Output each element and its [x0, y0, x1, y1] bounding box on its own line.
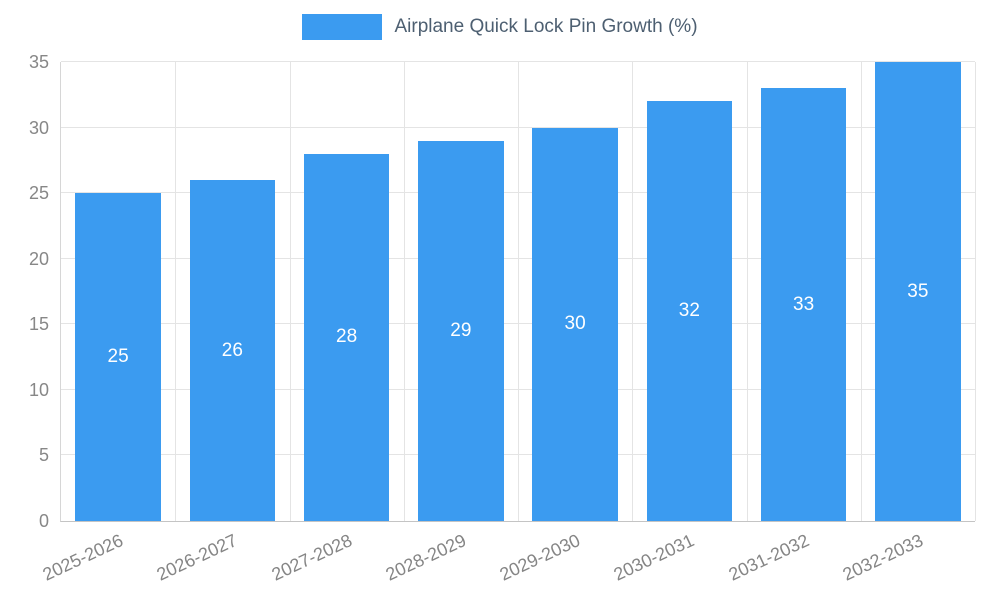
y-tick-label: 5	[38, 445, 49, 466]
x-gridline	[746, 62, 748, 521]
bar[interactable]: 32	[646, 101, 733, 521]
x-tick-label: 2025-2026	[39, 530, 127, 585]
x-tick-label: 2029-2030	[496, 530, 584, 585]
y-tick-label: 30	[28, 117, 49, 138]
x-tick-label: 2027-2028	[268, 530, 355, 585]
bar-slot: 35	[861, 62, 975, 521]
bar-value-label: 28	[336, 326, 358, 348]
bar[interactable]: 33	[760, 88, 847, 521]
bar-value-label: 33	[793, 293, 815, 315]
bar[interactable]: 35	[875, 62, 961, 521]
plot-area: 0 5 10 15 20 25 30 35 25 2025-2026 26 2026-2027 28 20…	[29, 53, 976, 585]
legend-label: Airplane Quick Lock Pin Growth (%)	[394, 16, 698, 37]
x-gridline	[175, 62, 177, 521]
x-gridline	[518, 62, 519, 521]
bar-value-label: 32	[678, 300, 700, 322]
y-tick-label: 10	[28, 379, 49, 400]
x-gridline	[403, 62, 405, 521]
bar-slot: 28	[290, 62, 404, 521]
x-gridline	[289, 62, 291, 521]
x-tick-label: 2028-2029	[382, 530, 469, 585]
bar-slot: 25	[61, 62, 175, 521]
bar[interactable]: 30	[532, 127, 618, 521]
bar-slot: 26	[175, 62, 289, 521]
y-tick-label: 25	[28, 183, 49, 204]
bar-value-label: 26	[221, 339, 243, 361]
x-tick-label: 2030-2031	[610, 530, 698, 585]
y-tick-label: 20	[28, 248, 49, 269]
bar-value-label: 25	[107, 346, 129, 368]
bar[interactable]: 26	[189, 180, 276, 521]
y-tick-label: 35	[28, 52, 49, 72]
bar-slot: 32	[632, 62, 746, 521]
y-tick-label: 0	[38, 511, 49, 531]
x-tick-label: 2031-2032	[725, 530, 812, 585]
x-gridline	[975, 62, 976, 521]
bar[interactable]: 28	[303, 153, 390, 521]
bar-value-label: 35	[907, 280, 929, 302]
bar-value-label: 30	[564, 313, 586, 335]
y-gridline	[61, 61, 975, 62]
bar[interactable]: 25	[75, 193, 161, 521]
legend-swatch	[302, 14, 383, 40]
chart-legend[interactable]: Airplane Quick Lock Pin Growth (%)	[0, 14, 1000, 40]
bar-slot: 29	[404, 62, 518, 521]
y-tick-label: 15	[28, 314, 49, 335]
bar[interactable]: 29	[418, 140, 504, 521]
bar-slot: 30	[518, 62, 632, 521]
x-gridline	[632, 62, 634, 521]
bar-value-label: 29	[450, 319, 472, 341]
x-tick-label: 2032-2033	[839, 530, 926, 585]
x-gridline	[860, 62, 862, 521]
x-tick-label: 2026-2027	[153, 530, 241, 585]
bar-slot: 33	[747, 62, 861, 521]
